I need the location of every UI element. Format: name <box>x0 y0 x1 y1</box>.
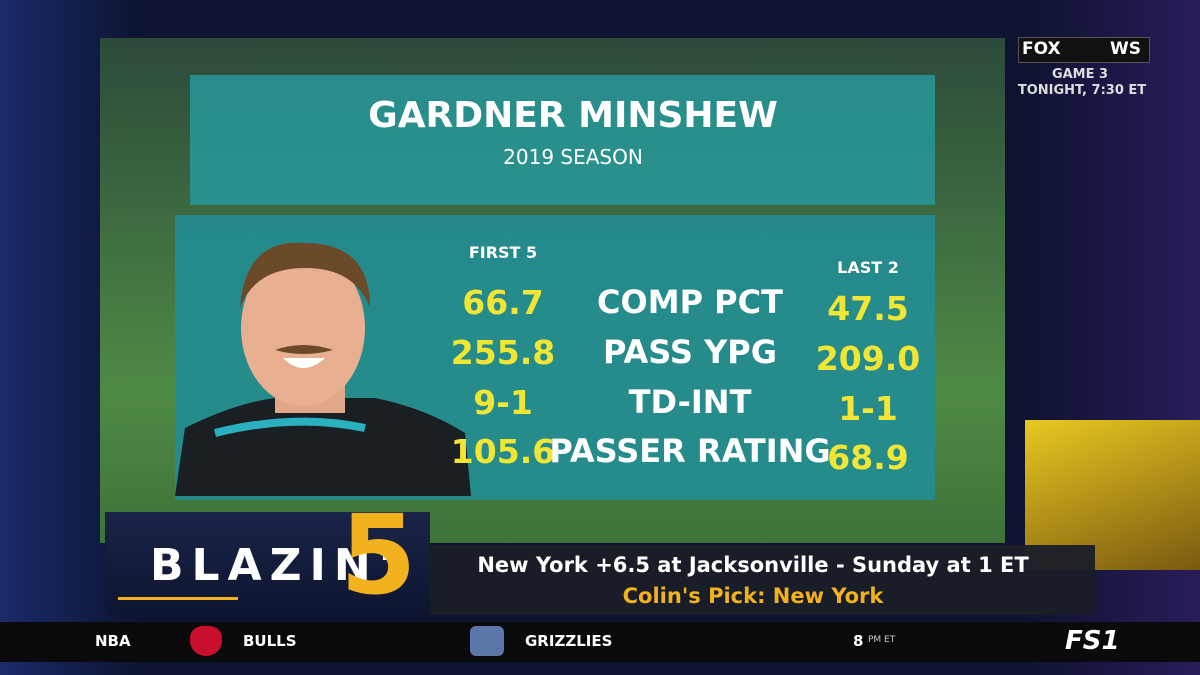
ticker-league: NBA <box>95 632 131 650</box>
season: 2019 SEASON <box>503 145 643 169</box>
face <box>241 250 365 406</box>
pick-text: Colin's Pick: New York <box>622 584 884 608</box>
title-panel <box>190 75 935 205</box>
stat-value: 255.8 <box>450 333 556 372</box>
ticker-team: BULLS <box>243 632 297 650</box>
stat-value: 209.0 <box>815 339 921 378</box>
ticker-time: 8 <box>853 632 864 650</box>
stat-label: TD-INT <box>628 383 752 421</box>
stat-label: COMP PCT <box>597 283 783 321</box>
stat-value: 1-1 <box>838 389 898 428</box>
ticker-channel: FS1 <box>1065 626 1120 656</box>
stat-label: PASSER RATING <box>549 432 831 470</box>
promo-logo <box>1018 37 1150 63</box>
hair <box>240 242 370 308</box>
ticker-team: GRIZZLIES <box>525 632 613 650</box>
promo-network: FOX <box>1022 39 1061 59</box>
smile <box>283 358 325 368</box>
player-name: GARDNER MINSHEW <box>368 95 778 136</box>
team-logo <box>470 626 504 656</box>
player-photo <box>175 242 471 496</box>
game-line: New York +6.5 at Jacksonville - Sunday a… <box>477 553 1029 577</box>
stat-value: 66.7 <box>462 283 544 322</box>
blazin-text: BLAZIN' <box>150 540 401 591</box>
blazin-number: 5 <box>340 491 417 619</box>
ticker-time-suffix: PM ET <box>868 635 896 645</box>
promo-event: WS <box>1110 39 1141 59</box>
stat-value: 68.9 <box>827 438 909 477</box>
mustache <box>275 345 333 354</box>
stat-value: 47.5 <box>827 289 909 328</box>
stat-value: 9-1 <box>473 383 533 422</box>
pick-bar <box>430 545 1095 615</box>
stat-label: PASS YPG <box>603 333 777 371</box>
column-header: LAST 2 <box>837 258 899 277</box>
promo-line: GAME 3 <box>1051 67 1109 82</box>
column-header: FIRST 5 <box>468 243 538 262</box>
promo-line: TONIGHT, 7:30 ET <box>1017 83 1147 98</box>
stat-value: 105.6 <box>450 432 556 471</box>
team-logo <box>190 626 222 656</box>
collar <box>214 417 366 437</box>
blazin-underline <box>118 597 238 600</box>
